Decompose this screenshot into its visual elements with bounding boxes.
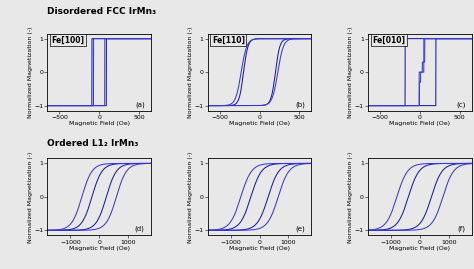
Y-axis label: Normalized Magnetization (-): Normalized Magnetization (-) (27, 151, 33, 243)
Text: Ordered L1₂ IrMn₃: Ordered L1₂ IrMn₃ (47, 139, 139, 147)
X-axis label: Magnetic Field (Oe): Magnetic Field (Oe) (69, 121, 129, 126)
X-axis label: Magnetic Field (Oe): Magnetic Field (Oe) (390, 121, 450, 126)
Text: (a): (a) (135, 101, 145, 108)
Y-axis label: Normalized Magnetization (-): Normalized Magnetization (-) (188, 151, 193, 243)
Text: (c): (c) (456, 101, 465, 108)
Text: Fe[010]: Fe[010] (372, 36, 405, 45)
X-axis label: Magnetic Field (Oe): Magnetic Field (Oe) (390, 246, 450, 251)
Y-axis label: Normalized Magnetization (-): Normalized Magnetization (-) (27, 26, 33, 118)
Text: Disordered FCC IrMn₃: Disordered FCC IrMn₃ (47, 7, 156, 16)
X-axis label: Magnetic Field (Oe): Magnetic Field (Oe) (229, 121, 290, 126)
Text: (b): (b) (295, 101, 305, 108)
Text: (f): (f) (457, 226, 465, 232)
Text: Fe[100]: Fe[100] (52, 36, 84, 45)
Y-axis label: Normalized Magnetization (-): Normalized Magnetization (-) (348, 151, 354, 243)
Text: (d): (d) (135, 226, 145, 232)
Y-axis label: Normalized Magnetization (-): Normalized Magnetization (-) (348, 26, 354, 118)
X-axis label: Magnetic Field (Oe): Magnetic Field (Oe) (229, 246, 290, 251)
Text: (e): (e) (295, 226, 305, 232)
Text: Fe[110]: Fe[110] (212, 36, 245, 45)
Y-axis label: Normalized Magnetization (-): Normalized Magnetization (-) (188, 26, 193, 118)
X-axis label: Magnetic Field (Oe): Magnetic Field (Oe) (69, 246, 129, 251)
